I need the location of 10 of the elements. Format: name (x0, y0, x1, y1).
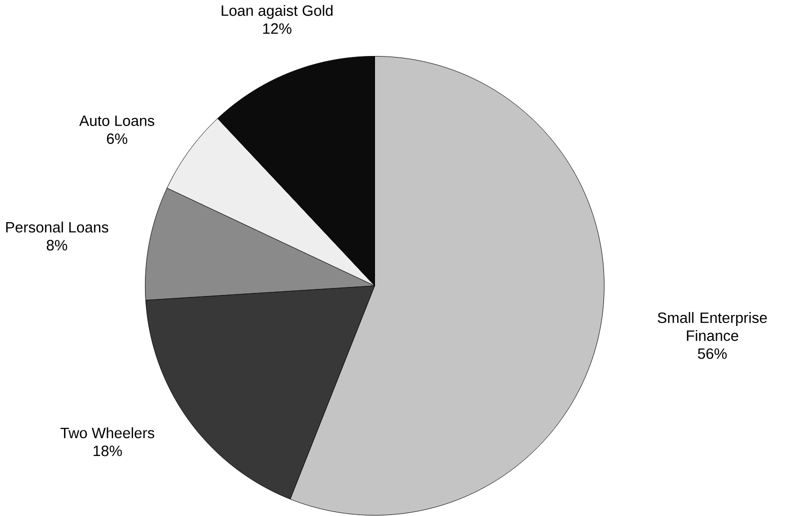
slice-label: Two Wheelers (60, 428, 154, 439)
data-label: 12% (263, 24, 292, 34)
data-label: 18% (94, 446, 122, 456)
slice-label: Auto Loans (79, 116, 154, 126)
slice-label: Small Enterprise Finance (658, 312, 767, 342)
slice-label: Personal Loans (6, 222, 108, 233)
slice-label: Loan agaist Gold (222, 5, 333, 20)
data-label: 8% (46, 240, 68, 251)
data-label: 6% (106, 134, 128, 144)
data-label: 56% (698, 348, 727, 360)
